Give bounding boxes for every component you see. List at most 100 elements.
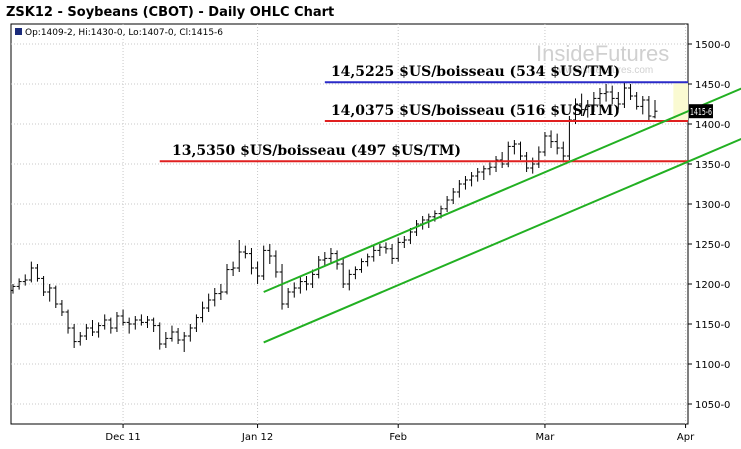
ohlc-bar [71, 324, 77, 348]
last-price-badge-box [689, 104, 713, 119]
ohlc-bar [414, 220, 420, 236]
ohlc-bar [41, 276, 47, 296]
ohlc-bar [352, 266, 358, 280]
ohlc-bar [401, 236, 407, 248]
ohlc-bar [621, 82, 627, 108]
ohlc-readout-box [12, 25, 248, 38]
ohlc-bar [585, 100, 591, 118]
y-tick-label: 1200-0 [695, 280, 730, 291]
ohlc-bar [193, 314, 199, 332]
ohlc-bar [542, 132, 548, 156]
ohlc-bar [389, 244, 395, 264]
ohlc-readout: Op:1409-2, Hi:1430-0, Lo:1407-0, Cl:1415… [25, 28, 223, 38]
ohlc-bar [59, 300, 65, 316]
ohlc-bar [499, 152, 505, 168]
ohlc-bar [652, 100, 658, 119]
ohlc-bar [456, 180, 462, 198]
ohlc-bar [28, 261, 34, 283]
ohlc-bar [407, 228, 413, 244]
ohlc-bar [114, 312, 120, 332]
ohlc-bar [157, 322, 163, 350]
ohlc-bar [255, 261, 261, 284]
ohlc-bar [102, 314, 108, 330]
y-tick-label: 1400-0 [695, 120, 730, 131]
ohlc-bar [248, 248, 254, 275]
last-price-badge-label: 1415-6 [690, 107, 712, 118]
ohlc-bar [242, 245, 248, 259]
ohlc-bar [132, 316, 138, 330]
ohlc-bar [273, 250, 279, 278]
ohlc-bar [218, 284, 224, 300]
ohlc-bar [591, 92, 597, 112]
ohlc-bar [487, 162, 493, 176]
chart-title: ZSK12 - Soybeans (CBOT) - Daily OHLC Cha… [6, 5, 334, 20]
ohlc-bar [138, 314, 144, 326]
y-tick-label: 1250-0 [695, 240, 730, 251]
plot-area [10, 23, 689, 425]
ohlc-bar [603, 84, 609, 102]
x-tick-label: Feb [389, 432, 407, 443]
y-tick-label: 1350-0 [695, 160, 730, 171]
y-tick-label: 1150-0 [695, 320, 730, 331]
ohlc-bar [120, 309, 126, 326]
ohlc-readout-marker [15, 28, 22, 35]
ohlc-bar [169, 325, 175, 342]
ohlc-bar [267, 244, 273, 264]
ohlc-bar [65, 309, 71, 334]
ohlc-bar [444, 196, 450, 212]
ohlc-bar [230, 261, 236, 276]
ohlc-bar [16, 278, 22, 290]
y-tick-label: 1050-0 [695, 400, 730, 411]
ohlc-bar [505, 141, 511, 168]
ohlc-bar [200, 301, 206, 323]
ohlc-bar [560, 141, 566, 163]
ohlc-bar [536, 146, 542, 168]
ohlc-bar [475, 168, 481, 182]
ohlc-bar [297, 276, 303, 294]
ohlc-bar [377, 244, 383, 256]
ohlc-bar [340, 258, 346, 288]
ohlc-bar [291, 282, 297, 298]
horizontal-levels: 14,5225 $US/boisseau (534 $US/TM) 14,0375… [159, 64, 688, 163]
ohlc-bar [108, 317, 114, 334]
y-tick-label: 1300-0 [695, 200, 730, 211]
ohlc-bar [548, 130, 554, 148]
ohlc-bar [615, 92, 621, 110]
watermark: InsideFutures www.insidefutures.com [536, 41, 669, 76]
ohlc-bar [511, 140, 517, 155]
level-label: 13,5350 $US/boisseau (497 $US/TM) [172, 143, 461, 159]
ohlc-bar [517, 141, 523, 160]
ohlc-bar [187, 324, 193, 342]
ohlc-bar [10, 284, 16, 294]
ohlc-bar [493, 156, 499, 172]
ohlc-bar [481, 165, 487, 180]
ohlc-bar [163, 332, 169, 348]
x-tick-label: Dec 11 [105, 432, 140, 443]
x-tick-label: Apr [677, 432, 695, 443]
ohlc-bar [89, 320, 95, 336]
ohlc-bar [634, 92, 640, 110]
ohlc-bars [10, 82, 658, 352]
ohlc-bar [640, 96, 646, 115]
ohlc-bar [310, 269, 316, 288]
ohlc-bar [646, 96, 652, 120]
ohlc-bar [371, 245, 377, 262]
ohlc-bar [597, 88, 603, 104]
ohlc-bar [346, 269, 352, 291]
y-tick-label: 1450-0 [695, 80, 730, 91]
ohlc-bar [579, 93, 585, 116]
ohlc-bar [22, 274, 28, 286]
ohlc-bar [328, 248, 334, 264]
ohlc-bar [365, 253, 371, 267]
ohlc-bar [554, 133, 560, 155]
y-axis: 1050-0 1100-0 1150-0 1200-0 1250-0 1300-0 1350… [688, 40, 730, 411]
ohlc-bar [469, 172, 475, 187]
watermark-name: InsideFutures [536, 41, 669, 66]
channel-line-lower [263, 137, 741, 344]
ohlc-bar [628, 84, 634, 100]
ohlc-bar [34, 264, 40, 282]
ohlc-bar [96, 322, 102, 338]
ohlc-bar [261, 245, 267, 280]
ohlc-bar [383, 242, 389, 254]
